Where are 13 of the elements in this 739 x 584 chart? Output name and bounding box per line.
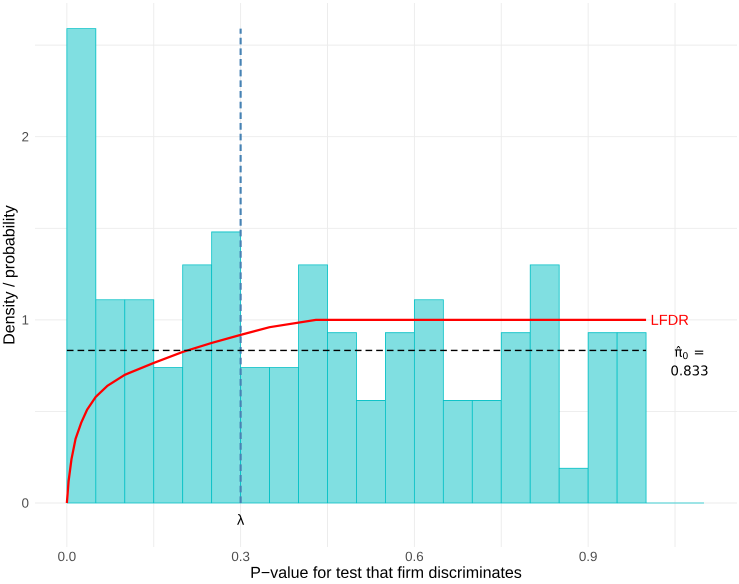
x-tick-label: 0.0 — [58, 552, 76, 562]
x-tick-label: 0.6 — [406, 552, 424, 562]
x-tick-label: 0.9 — [579, 552, 597, 562]
ref-line-label: λ — [237, 514, 244, 525]
y-tick-label: 2 — [22, 132, 28, 142]
line-series — [66, 318, 648, 504]
y-tick-label: 0 — [22, 498, 28, 508]
x-axis-title: P−value for test that firm discriminates — [251, 566, 522, 578]
y-tick-label: 1 — [22, 315, 28, 324]
series-label: LFDR — [652, 314, 688, 325]
x-tick-label: 0.3 — [232, 552, 250, 562]
y-axis-title: Density / probability — [2, 205, 18, 344]
ref-line-label: π̂$_{0}$ = 0.833 — [671, 346, 708, 376]
